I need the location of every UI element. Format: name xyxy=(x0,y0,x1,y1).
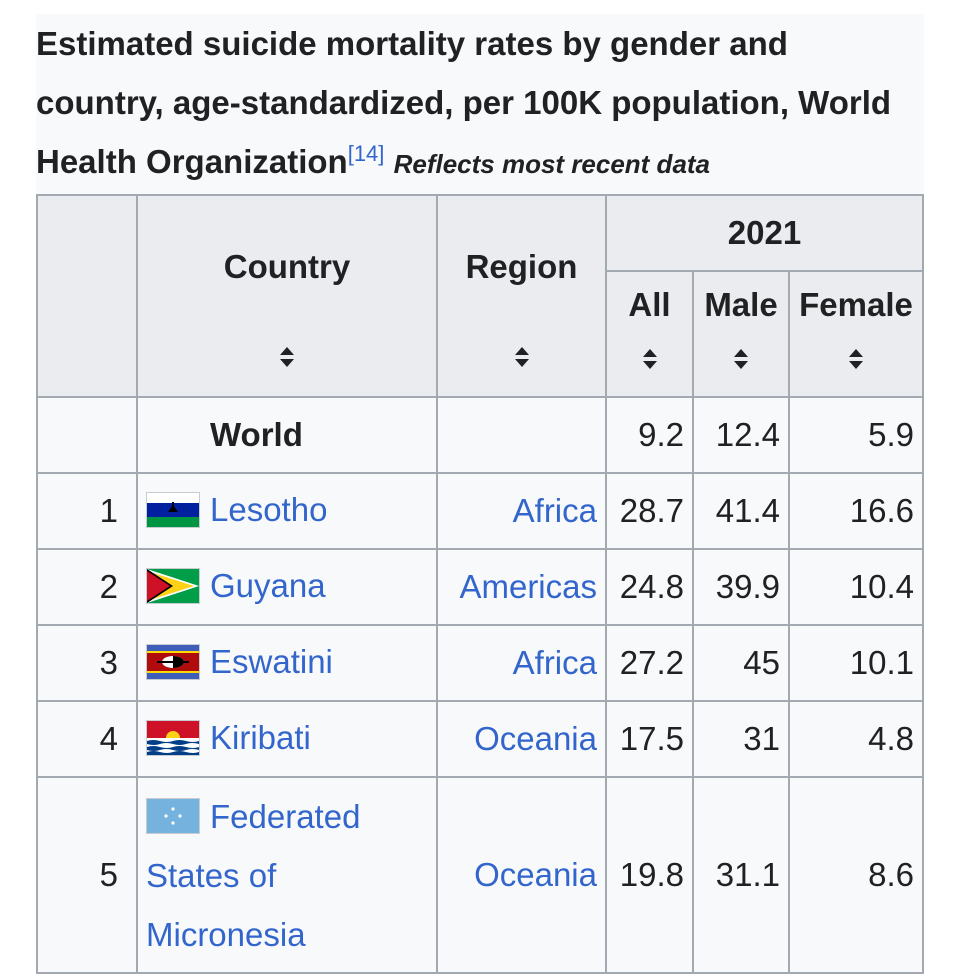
region-cell: Africa xyxy=(436,624,607,702)
rank-cell: 4 xyxy=(36,700,138,778)
region-cell: Africa xyxy=(436,472,607,550)
region-link[interactable]: Africa xyxy=(512,492,597,529)
region-link[interactable]: Oceania xyxy=(474,720,597,757)
sort-icon[interactable] xyxy=(733,348,749,370)
lesotho-flag-icon xyxy=(146,491,200,528)
all-cell: 27.2 xyxy=(605,624,694,702)
world-all: 9.2 xyxy=(605,396,694,474)
male-cell: 39.9 xyxy=(692,548,790,626)
all-header[interactable]: All xyxy=(605,270,694,398)
region-header-label: Region xyxy=(465,248,578,285)
country-link[interactable]: Eswatini xyxy=(210,643,333,681)
sort-icon[interactable] xyxy=(642,348,658,370)
region-link[interactable]: Africa xyxy=(512,644,597,681)
rank-cell: 3 xyxy=(36,624,138,702)
rank-cell: 1 xyxy=(36,472,138,550)
guyana-flag-icon xyxy=(146,567,200,604)
sort-icon[interactable] xyxy=(279,346,295,368)
sort-icon[interactable] xyxy=(514,346,530,368)
suicide-rate-table: Country Region 2021 All Male xyxy=(36,194,924,974)
region-header[interactable]: Region xyxy=(436,194,607,398)
world-female: 5.9 xyxy=(788,396,924,474)
micronesia-flag-icon xyxy=(146,797,200,834)
country-link[interactable]: Federated States of Micronesia xyxy=(146,797,361,953)
country-cell: Guyana xyxy=(136,548,438,626)
kiribati-flag-icon xyxy=(146,719,200,756)
female-header-label: Female xyxy=(799,286,913,323)
caption-title: Estimated suicide mortality rates by gen… xyxy=(36,25,892,180)
female-header[interactable]: Female xyxy=(788,270,924,398)
female-cell: 10.4 xyxy=(788,548,924,626)
caption-note: Reflects most recent data xyxy=(393,149,711,179)
male-header-label: Male xyxy=(704,286,778,323)
male-cell: 45 xyxy=(692,624,790,702)
male-cell: 31 xyxy=(692,700,790,778)
region-cell: Americas xyxy=(436,548,607,626)
region-cell: Oceania xyxy=(436,776,607,974)
female-cell: 10.1 xyxy=(788,624,924,702)
table-row: 5 Federated States of Micronesia Oceania… xyxy=(36,776,924,974)
world-rank-cell xyxy=(36,396,138,474)
all-cell: 19.8 xyxy=(605,776,694,974)
female-cell: 16.6 xyxy=(788,472,924,550)
all-cell: 24.8 xyxy=(605,548,694,626)
region-cell: Oceania xyxy=(436,700,607,778)
year-header: 2021 xyxy=(605,194,924,272)
male-cell: 31.1 xyxy=(692,776,790,974)
table-row: 2 Guyana Americas 24.8 39.9 10.4 xyxy=(36,548,924,626)
rank-cell: 5 xyxy=(36,776,138,974)
rank-cell: 2 xyxy=(36,548,138,626)
female-cell: 4.8 xyxy=(788,700,924,778)
country-link[interactable]: Guyana xyxy=(210,567,326,605)
world-region-cell xyxy=(436,396,607,474)
sort-icon[interactable] xyxy=(848,348,864,370)
country-cell: Kiribati xyxy=(136,700,438,778)
male-header[interactable]: Male xyxy=(692,270,790,398)
table-row: 4 Kiribati Oceania 17.5 31 4.8 xyxy=(36,700,924,778)
table-caption: Estimated suicide mortality rates by gen… xyxy=(36,14,924,194)
all-cell: 28.7 xyxy=(605,472,694,550)
world-label: World xyxy=(136,396,438,474)
region-link[interactable]: Oceania xyxy=(474,856,597,893)
country-cell: Federated States of Micronesia xyxy=(136,776,438,974)
female-cell: 8.6 xyxy=(788,776,924,974)
rank-header xyxy=(36,194,138,398)
all-cell: 17.5 xyxy=(605,700,694,778)
country-header[interactable]: Country xyxy=(136,194,438,398)
table-row: 3 Eswatini Africa 27.2 45 10.1 xyxy=(36,624,924,702)
country-cell: Eswatini xyxy=(136,624,438,702)
male-cell: 41.4 xyxy=(692,472,790,550)
region-link[interactable]: Americas xyxy=(459,568,597,605)
table-row: 1 Lesotho Africa 28.7 41.4 16.6 xyxy=(36,472,924,550)
world-male: 12.4 xyxy=(692,396,790,474)
country-header-label: Country xyxy=(223,248,351,285)
country-link[interactable]: Kiribati xyxy=(210,719,311,757)
world-row: World 9.2 12.4 5.9 xyxy=(36,396,924,474)
eswatini-flag-icon xyxy=(146,643,200,680)
all-header-label: All xyxy=(628,286,671,323)
country-cell: Lesotho xyxy=(136,472,438,550)
country-link[interactable]: Lesotho xyxy=(210,491,328,529)
reference-link[interactable]: [14] xyxy=(347,141,385,166)
